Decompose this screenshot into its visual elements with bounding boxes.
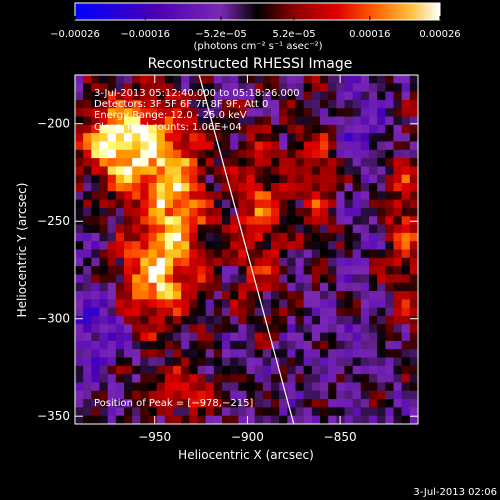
colorbar-tick-label: −0.00026 bbox=[50, 29, 100, 40]
peak-position-label: Position of Peak = [−978,−215] bbox=[94, 398, 253, 409]
y-tick-label: −200 bbox=[37, 117, 70, 131]
colorbar-tick-label: 0.00016 bbox=[349, 29, 390, 40]
colorbar-tick-label: −5.2e−05 bbox=[195, 29, 247, 40]
axis-tick-labels: −950 −900 −850 −200 −250 −300 −350 bbox=[37, 117, 357, 444]
colorbar-tick-label: −0.00016 bbox=[120, 29, 170, 40]
annotation-detectors: Detectors: 3F 5F 6F 7F 8F 9F, Att 0 bbox=[94, 99, 268, 110]
footer-date: 3-Jul-2013 02:06 bbox=[413, 487, 497, 498]
colorbar-tick-label: 5.2e−05 bbox=[272, 29, 315, 40]
x-tick-label: −950 bbox=[138, 430, 171, 444]
chart-title: Reconstructed RHESSI Image bbox=[148, 56, 353, 72]
plot-frame bbox=[74, 74, 419, 425]
annotation-energy-range: Energy Range: 12.0 - 25.0 keV bbox=[94, 110, 247, 121]
annotation-time-range: 3-Jul-2013 05:12:40.000 to 05:18:26.000 bbox=[94, 88, 300, 99]
colorbar-unit-label: (photons cm⁻² s⁻¹ asec⁻²) bbox=[193, 41, 322, 52]
colorbar-tick-label: 0.00026 bbox=[419, 29, 460, 40]
axis-ticks bbox=[75, 75, 418, 424]
x-tick-label: −850 bbox=[324, 430, 357, 444]
colorbar-ticks bbox=[74, 16, 441, 20]
y-tick-label: −350 bbox=[37, 409, 70, 423]
x-tick-label: −900 bbox=[231, 430, 264, 444]
limb-line bbox=[198, 75, 295, 424]
heatmap-image bbox=[75, 75, 418, 424]
colorbar bbox=[74, 2, 441, 21]
colorbar-tick-labels: −0.00026 −0.00016 −5.2e−05 5.2e−05 0.00016 0.… bbox=[50, 29, 461, 40]
y-tick-label: −300 bbox=[37, 312, 70, 326]
annotation-total-counts: Clean Total counts: 1.06E+04 bbox=[94, 122, 242, 133]
y-tick-label: −250 bbox=[37, 214, 70, 228]
x-axis-label: Heliocentric X (arcsec) bbox=[178, 448, 314, 462]
y-axis-label: Heliocentric Y (arcsec) bbox=[15, 183, 29, 318]
